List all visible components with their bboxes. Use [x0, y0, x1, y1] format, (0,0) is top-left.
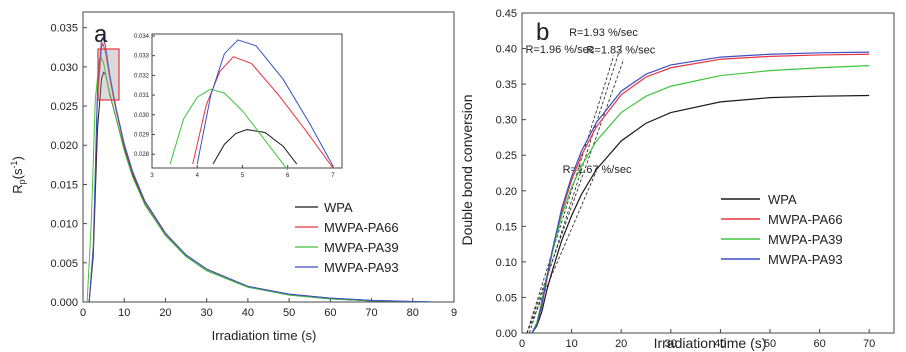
panel-b-series — [531, 51, 870, 334]
panel-b-frame — [521, 12, 895, 334]
panel-a-xlabel: Irradiation time (s) — [212, 328, 317, 343]
panel-a-ytick-label: 0.025 — [50, 101, 78, 113]
inset-ytick-label: 0.034 — [134, 34, 150, 40]
panel-b-xlabel: Irradiation time (s) — [654, 335, 767, 351]
panel-b-tangent-line — [526, 170, 597, 334]
panel-b-ytick-label: 0.40 — [496, 44, 517, 56]
panel-a-ylabel: Rp(s-1) — [9, 156, 27, 194]
panel-a-xtick-label: 20 — [159, 307, 171, 319]
panel-b-series-line — [531, 94, 870, 334]
panel-a-ytick-label: 0.015 — [50, 179, 78, 191]
panel-b-xtick-label: 30 — [665, 338, 677, 350]
panel-b-ytick-label: 0.35 — [496, 79, 517, 91]
panel-a-legend: WPA MWPA-PA66 MWPA-PA39 MWPA-PA93 — [295, 200, 399, 275]
panel-b-legend-label: MWPA-PA93 — [768, 252, 843, 267]
panel-b-legend-label: MWPA-PA66 — [768, 212, 843, 227]
panel-a-ytick-label: 0.005 — [50, 258, 78, 270]
panel-b-ytick-label: 0.00 — [496, 328, 517, 340]
panel-a-label: a — [94, 21, 108, 48]
inset-xtick-label: 7 — [331, 173, 335, 179]
inset-ytick-label: 0.031 — [134, 93, 150, 99]
panel-b-xtick-label: 10 — [565, 338, 577, 350]
panel-b-legend: WPA MWPA-PA66 MWPA-PA39 MWPA-PA93 — [721, 192, 843, 267]
panel-a-legend-label: MWPA-PA66 — [324, 220, 399, 235]
panel-b-ytick-label: 0.30 — [496, 115, 517, 127]
panel-a-ytick-label: 0.035 — [50, 23, 78, 35]
panel-b-xtick-label: 70 — [863, 338, 875, 350]
inset-xtick-label: 3 — [150, 173, 154, 179]
panel-b-ytick-label: 0.20 — [496, 186, 517, 198]
panel-b-xtick-label: 0 — [519, 338, 525, 350]
panel-a-frame — [82, 11, 455, 303]
panel-a-axes: 0 10 20 30 40 50 60 70 80 9 0.000 0.005 0.010 0.015 0.… — [50, 11, 457, 319]
panel-a-legend-label: MWPA-PA39 — [324, 240, 399, 255]
inset-ytick-label: 0.033 — [134, 54, 150, 60]
panel-a-xtick-label: 40 — [242, 307, 254, 319]
panel-a-ytick-label: 0.000 — [50, 297, 78, 309]
panel-b-ytick-label: 0.45 — [496, 8, 517, 20]
panel-b-label: b — [536, 19, 549, 46]
panel-b-ytick-label: 0.15 — [496, 221, 517, 233]
panel-a-legend-label: MWPA-PA93 — [324, 260, 399, 275]
panel-b-tangent-line — [526, 55, 615, 334]
panel-b-tangent-label: R=1.83 %/sec — [586, 45, 655, 57]
panel-a-xtick-label: 9 — [451, 307, 457, 319]
panel-b-xtick-label: 50 — [764, 338, 776, 350]
panel-b-tangent-label: R=1.67 %/sec — [563, 164, 632, 176]
panel-a-inset: 3 4 5 6 7 0.028 0.029 0.030 0.031 0.032 0.033 0.034 — [134, 33, 343, 179]
panel-a-xtick-label: 10 — [118, 307, 130, 319]
panel-a-xtick-label: 50 — [283, 307, 295, 319]
panel-a: 0 10 20 30 40 50 60 70 80 9 0.000 0.005 0.010 0.015 0.… — [9, 11, 457, 343]
inset-ytick-label: 0.032 — [134, 73, 150, 79]
panel-b-ylabel: Double bond conversion — [459, 95, 475, 246]
panel-b-tangent-line — [526, 59, 625, 334]
panel-b-xtick-label: 20 — [615, 338, 627, 350]
panel-a-legend-label: WPA — [324, 200, 353, 215]
inset-xtick-label: 6 — [286, 173, 290, 179]
panel-a-ytick-label: 0.030 — [50, 62, 78, 74]
panel-b: 0 10 20 30 40 50 60 70 0.00 0.05 0.10 0.15 0.20 0.25 0… — [459, 8, 895, 351]
panel-a-xtick-label: 0 — [80, 307, 86, 319]
panel-a-xtick-label: 80 — [407, 307, 419, 319]
inset-ytick-label: 0.029 — [134, 133, 150, 139]
inset-xtick-label: 4 — [196, 173, 200, 179]
inset-series-line — [192, 56, 334, 169]
panel-b-tangent-line — [529, 44, 622, 334]
panel-a-xtick-label: 70 — [365, 307, 377, 319]
inset-xtick-label: 5 — [241, 173, 245, 179]
panel-b-legend-label: MWPA-PA39 — [768, 232, 843, 247]
inset-series-line — [169, 88, 289, 171]
panel-a-xtick-label: 60 — [324, 307, 336, 319]
panel-b-axes: 0 10 20 30 40 50 60 70 0.00 0.05 0.10 0.15 0.20 0.25 0… — [496, 8, 895, 350]
panel-b-tangent-label: R=1.96 %/sec — [525, 44, 594, 56]
panel-b-tangent-label: R=1.93 %/sec — [569, 27, 638, 39]
inset-ytick-label: 0.030 — [134, 113, 150, 119]
panel-b-ytick-label: 0.05 — [496, 292, 517, 304]
inset-series-line — [196, 39, 334, 167]
panel-b-tangents: R=1.96 %/sec R=1.93 %/sec R=1.83 %/sec R=1.… — [525, 27, 656, 334]
panel-a-zoom-box — [97, 48, 120, 101]
inset-frame — [151, 33, 343, 169]
inset-ytick-label: 0.028 — [134, 152, 150, 158]
panel-b-legend-label: WPA — [768, 192, 797, 207]
panel-b-xtick-label: 60 — [813, 338, 825, 350]
panel-b-ytick-label: 0.10 — [496, 257, 517, 269]
panel-a-ytick-label: 0.010 — [50, 219, 78, 231]
panel-b-series-line — [531, 51, 870, 334]
panel-a-series-line — [88, 35, 434, 303]
inset-series-line — [212, 129, 298, 165]
panel-a-ytick-label: 0.020 — [50, 140, 78, 152]
panel-b-xtick-label: 40 — [714, 338, 726, 350]
panel-a-xtick-label: 30 — [201, 307, 213, 319]
panel-a-series — [86, 35, 434, 303]
panel-b-ytick-label: 0.25 — [496, 150, 517, 162]
